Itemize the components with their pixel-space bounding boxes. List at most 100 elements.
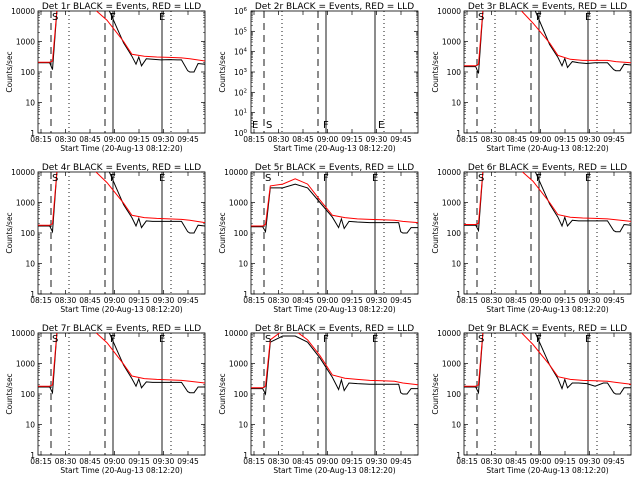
x-tick-label: 08:30 bbox=[268, 457, 290, 466]
x-tick-label: 09:45 bbox=[390, 135, 412, 144]
x-axis-label: Start Time (20-Aug-13 08:12:20) bbox=[486, 466, 608, 475]
panel-title: Det 2r BLACK = Events, RED = LLD bbox=[255, 2, 414, 12]
lld-rate-line bbox=[251, 178, 418, 227]
x-tick-label: 08:45 bbox=[505, 135, 527, 144]
marker-letter: F bbox=[323, 120, 329, 131]
marker-letter: F bbox=[110, 334, 116, 345]
x-tick-label: 08:15 bbox=[243, 296, 265, 305]
plot-frame bbox=[250, 10, 419, 134]
y-tick-label: 10 bbox=[451, 421, 461, 430]
y-tick-label: 102 bbox=[234, 88, 247, 97]
lld-rate-line bbox=[38, 11, 205, 63]
y-tick-label: 100 bbox=[234, 229, 249, 238]
y-tick-label: 106 bbox=[234, 7, 248, 16]
detector-panel: Det 5r BLACK = Events, RED = LLD 1 10 100 10… bbox=[218, 163, 419, 314]
y-tick-label: 10000 bbox=[437, 168, 461, 177]
y-axis-label: Counts/sec bbox=[218, 373, 227, 414]
marker-letter: F bbox=[536, 173, 542, 184]
y-tick-label: 100 bbox=[21, 229, 36, 238]
x-tick-label: 08:30 bbox=[481, 135, 503, 144]
y-tick-label: 10000 bbox=[224, 329, 248, 338]
marker-letter: S bbox=[478, 12, 484, 23]
events-rate-line bbox=[251, 183, 418, 234]
plot-frame bbox=[250, 171, 419, 295]
marker-letter: E bbox=[585, 334, 591, 345]
x-tick-label: 08:15 bbox=[243, 135, 265, 144]
y-axis-label: Counts/sec bbox=[431, 51, 440, 92]
x-tick-label: 09:15 bbox=[128, 457, 150, 466]
x-tick-label: 09:15 bbox=[554, 296, 576, 305]
marker-letter: E bbox=[372, 173, 378, 184]
plot-frame bbox=[37, 171, 206, 295]
x-tick-label: 09:00 bbox=[530, 457, 552, 466]
panel-title: Det 6r BLACK = Events, RED = LLD bbox=[468, 163, 627, 173]
x-tick-label: 08:15 bbox=[456, 135, 478, 144]
x-axis-label: Start Time (20-Aug-13 08:12:20) bbox=[273, 305, 395, 314]
panel-title: Det 9r BLACK = Events, RED = LLD bbox=[468, 324, 627, 334]
panel-title: Det 8r BLACK = Events, RED = LLD bbox=[255, 324, 414, 334]
y-tick-label: 10000 bbox=[224, 168, 248, 177]
panel-title: Det 4r BLACK = Events, RED = LLD bbox=[42, 163, 201, 173]
x-axis-label: Start Time (20-Aug-13 08:12:20) bbox=[60, 144, 182, 153]
x-tick-label: 08:30 bbox=[268, 135, 290, 144]
panel-title: Det 1r BLACK = Events, RED = LLD bbox=[42, 2, 201, 12]
marker-letter: E bbox=[159, 334, 165, 345]
marker-letter: E bbox=[159, 173, 165, 184]
marker-letter: S bbox=[265, 334, 271, 345]
y-tick-label: 10000 bbox=[11, 168, 35, 177]
x-tick-label: 09:45 bbox=[177, 457, 199, 466]
y-tick-label: 1 bbox=[243, 290, 248, 299]
lld-rate-line bbox=[464, 172, 631, 225]
detector-panel: Det 3r BLACK = Events, RED = LLD 1 10 100 10… bbox=[431, 2, 632, 153]
x-tick-label: 09:15 bbox=[341, 135, 363, 144]
marker-letter: E bbox=[585, 12, 591, 23]
plot-frame bbox=[463, 171, 632, 295]
detector-panel: Det 2r BLACK = Events, RED = LLD 100 101 10… bbox=[218, 2, 419, 153]
y-tick-label: 10 bbox=[238, 260, 248, 269]
x-tick-label: 09:30 bbox=[153, 135, 175, 144]
x-tick-label: 09:45 bbox=[603, 457, 625, 466]
x-tick-label: 09:00 bbox=[317, 135, 339, 144]
x-tick-label: 09:45 bbox=[390, 296, 412, 305]
x-tick-label: 09:15 bbox=[341, 296, 363, 305]
x-tick-label: 09:15 bbox=[554, 135, 576, 144]
y-tick-label: 1000 bbox=[16, 360, 35, 369]
plot-frame bbox=[250, 332, 419, 456]
x-tick-label: 08:15 bbox=[456, 457, 478, 466]
detector-panel: Det 4r BLACK = Events, RED = LLD 1 10 100 10… bbox=[5, 163, 206, 314]
lld-rate-line bbox=[464, 11, 631, 67]
x-axis-label: Start Time (20-Aug-13 08:12:20) bbox=[486, 305, 608, 314]
marker-letter: E bbox=[378, 120, 384, 131]
x-tick-label: 09:30 bbox=[579, 457, 601, 466]
y-tick-label: 103 bbox=[234, 68, 248, 77]
y-tick-label: 100 bbox=[21, 390, 36, 399]
marker-letter: E bbox=[372, 334, 378, 345]
x-tick-label: 08:30 bbox=[481, 457, 503, 466]
x-tick-label: 09:30 bbox=[366, 457, 388, 466]
y-tick-label: 1 bbox=[456, 290, 461, 299]
lld-rate-line bbox=[38, 333, 205, 387]
y-axis-label: Counts/sec bbox=[431, 373, 440, 414]
x-tick-label: 08:15 bbox=[30, 296, 52, 305]
x-tick-label: 09:30 bbox=[153, 296, 175, 305]
y-tick-label: 1000 bbox=[229, 360, 248, 369]
x-tick-label: 09:45 bbox=[177, 296, 199, 305]
x-tick-label: 08:30 bbox=[55, 135, 77, 144]
x-tick-label: 08:30 bbox=[55, 296, 77, 305]
x-tick-label: 08:45 bbox=[292, 457, 314, 466]
y-tick-label: 10000 bbox=[437, 7, 461, 16]
detector-panel: Det 7r BLACK = Events, RED = LLD 1 10 100 10… bbox=[5, 324, 206, 475]
x-axis-label: Start Time (20-Aug-13 08:12:20) bbox=[273, 144, 395, 153]
detector-panel: Det 8r BLACK = Events, RED = LLD 1 10 100 10… bbox=[218, 324, 419, 475]
marker-letter: F bbox=[110, 173, 116, 184]
x-tick-label: 09:45 bbox=[603, 296, 625, 305]
y-tick-label: 10 bbox=[451, 260, 461, 269]
x-tick-label: 09:00 bbox=[317, 457, 339, 466]
y-tick-label: 101 bbox=[234, 109, 247, 118]
marker-letter: E bbox=[585, 173, 591, 184]
x-tick-label: 08:30 bbox=[481, 296, 503, 305]
y-tick-label: 1 bbox=[30, 451, 35, 460]
marker-letter: F bbox=[536, 334, 542, 345]
x-tick-label: 09:15 bbox=[128, 135, 150, 144]
y-tick-label: 1000 bbox=[442, 360, 461, 369]
